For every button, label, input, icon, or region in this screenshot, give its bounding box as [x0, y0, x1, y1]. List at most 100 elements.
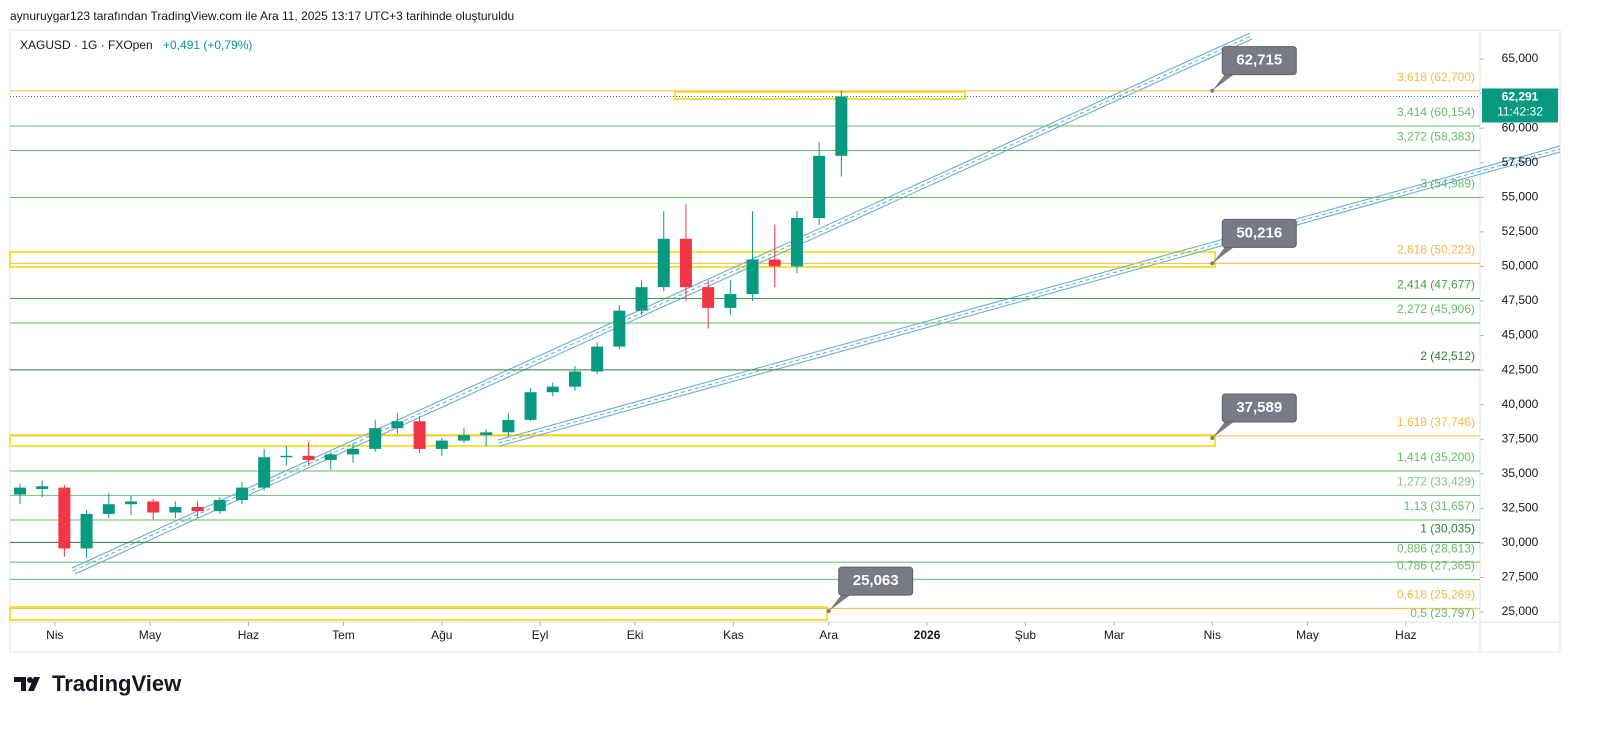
candle-body [413, 421, 426, 449]
fib-label: 3,618 (62,700) [1397, 70, 1475, 84]
y-tick-label: 47,500 [1502, 293, 1539, 307]
callout-box [1221, 46, 1297, 76]
candle-body [435, 440, 448, 449]
callout-point [826, 609, 831, 614]
candle-body [657, 238, 670, 288]
candle-body [702, 287, 715, 308]
callout-pointer [1212, 72, 1237, 91]
fib-label: 1,272 (33,429) [1397, 475, 1475, 489]
x-tick-label: Kas [723, 628, 744, 642]
callout-label: 25,063 [853, 572, 899, 589]
callout-pointer [828, 593, 853, 612]
candle-body [835, 96, 848, 156]
callout-pointer [1212, 419, 1237, 438]
y-tick-label: 25,000 [1502, 604, 1539, 618]
candle-body [457, 435, 470, 441]
callout-label: 37,589 [1236, 399, 1282, 416]
x-tick-label: Eki [627, 628, 644, 642]
fib-label: 0,618 (25,269) [1397, 587, 1475, 601]
candle-body [591, 346, 604, 372]
candle-body [813, 155, 826, 219]
candle-body [724, 294, 737, 308]
last-price-label: 62,291 [1502, 90, 1539, 104]
candle-body [280, 455, 293, 458]
x-tick-label: Ağu [431, 628, 452, 642]
x-tick-label: Şub [1015, 628, 1037, 642]
fib-label: 1,13 (31,657) [1404, 499, 1475, 513]
x-tick-label: Mar [1104, 628, 1125, 642]
logo-mark [14, 677, 40, 691]
x-tick-label: Nis [1204, 628, 1221, 642]
fib-label: 2,414 (47,677) [1397, 278, 1475, 292]
x-tick-label: Haz [1395, 628, 1416, 642]
candle-body [169, 506, 182, 513]
header: aynuruygar123 tarafından TradingView.com… [10, 9, 514, 23]
y-tick-label: 37,500 [1502, 431, 1539, 445]
candle-body [502, 419, 515, 433]
callout-label: 50,216 [1236, 224, 1282, 241]
x-tick-label: Nis [46, 628, 63, 642]
fib-label: 2,618 (50,223) [1397, 243, 1475, 257]
trend-mid [72, 35, 1252, 572]
fib-label: 2 (42,512) [1420, 349, 1475, 363]
candle-body [613, 310, 626, 347]
y-tick-label: 50,000 [1502, 259, 1539, 273]
y-tick-label: 57,500 [1502, 155, 1539, 169]
candle-body [147, 501, 160, 513]
callout-pointer [1212, 245, 1237, 264]
last-price-box [1482, 88, 1558, 123]
zones [9, 91, 1216, 621]
y-tick-label: 40,000 [1502, 397, 1539, 411]
candle-body [36, 486, 49, 490]
callout-point [1210, 261, 1215, 266]
callout-label: 62,715 [1236, 52, 1282, 69]
fib-label: 2,272 (45,906) [1397, 302, 1475, 316]
candle-body [235, 487, 248, 501]
trend-mid [498, 148, 1561, 444]
logo-dot [27, 677, 33, 683]
candle-body [480, 432, 493, 436]
fib-label: 3,272 (58,383) [1397, 130, 1475, 144]
zone [674, 91, 966, 100]
x-tick-label: Tem [332, 628, 355, 642]
fib-label: 0,786 (27,365) [1397, 559, 1475, 573]
y-tick-label: 30,000 [1502, 535, 1539, 549]
x-tick-label: May [1296, 628, 1319, 642]
symbol: XAGUSD · 1G · FXOpen [20, 38, 153, 52]
fib-label: 3 (54,989) [1420, 177, 1475, 191]
logo: TradingView [14, 671, 182, 696]
candle-body [679, 238, 692, 288]
callout-box [838, 566, 914, 596]
y-tick-label: 35,000 [1502, 466, 1539, 480]
y-tick-label: 45,000 [1502, 328, 1539, 342]
candle-body [191, 506, 204, 512]
fib-label: 1,414 (35,200) [1397, 450, 1475, 464]
candle-body [124, 501, 137, 505]
candle-body [324, 454, 337, 460]
candle-body [768, 259, 781, 267]
y-tick-label: 65,000 [1502, 51, 1539, 65]
zone [9, 606, 828, 621]
logo-text: TradingView [52, 671, 182, 696]
candle-body [102, 504, 115, 514]
zone [9, 434, 1216, 447]
x-tick-label: Haz [238, 628, 259, 642]
candle-body [13, 487, 26, 495]
fib-label: 3,414 (60,154) [1397, 105, 1475, 119]
candle-body [546, 386, 559, 393]
candle-body [80, 513, 93, 549]
y-tick-label: 32,500 [1502, 501, 1539, 515]
callout-box [1221, 218, 1297, 248]
candle-body [346, 448, 359, 455]
x-tick-label: 2026 [914, 628, 941, 642]
candle-body [635, 287, 648, 311]
candle-body [568, 371, 581, 387]
candle-body [746, 259, 759, 295]
fib-label: 1 (30,035) [1420, 522, 1475, 536]
candle-body [58, 487, 71, 549]
callout-box [1221, 393, 1297, 423]
candle-body [213, 500, 226, 512]
candle-body [258, 457, 271, 488]
x-tick-label: Eyl [532, 628, 549, 642]
